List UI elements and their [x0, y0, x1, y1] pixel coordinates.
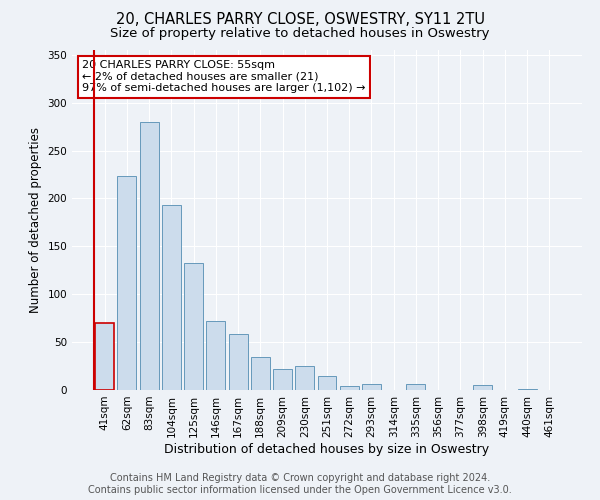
Bar	[473, 385, 492, 390]
Bar	[162, 205, 181, 390]
Text: Size of property relative to detached houses in Oswestry: Size of property relative to detached ho…	[110, 28, 490, 40]
Bar	[317, 376, 337, 390]
X-axis label: Distribution of detached houses by size in Oswestry: Distribution of detached houses by size …	[164, 442, 490, 456]
Bar	[406, 384, 425, 390]
Bar	[295, 366, 314, 390]
Bar	[340, 386, 359, 390]
Text: 20, CHARLES PARRY CLOSE, OSWESTRY, SY11 2TU: 20, CHARLES PARRY CLOSE, OSWESTRY, SY11 …	[115, 12, 485, 28]
Bar	[229, 334, 248, 390]
Text: 20 CHARLES PARRY CLOSE: 55sqm
← 2% of detached houses are smaller (21)
97% of se: 20 CHARLES PARRY CLOSE: 55sqm ← 2% of de…	[82, 60, 366, 94]
Bar	[362, 384, 381, 390]
Text: Contains HM Land Registry data © Crown copyright and database right 2024.
Contai: Contains HM Land Registry data © Crown c…	[88, 474, 512, 495]
Bar	[273, 369, 292, 390]
Bar	[518, 389, 536, 390]
Bar	[118, 176, 136, 390]
Bar	[95, 323, 114, 390]
Y-axis label: Number of detached properties: Number of detached properties	[29, 127, 42, 313]
Bar	[140, 122, 158, 390]
Bar	[184, 262, 203, 390]
Bar	[251, 358, 270, 390]
Bar	[206, 321, 225, 390]
